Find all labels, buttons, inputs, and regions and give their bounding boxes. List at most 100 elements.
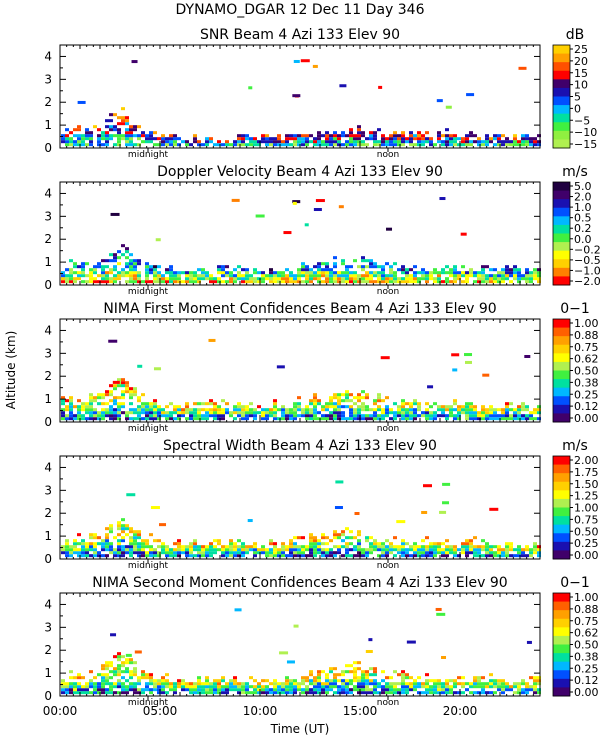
echo-cell [353, 140, 357, 144]
echo-cell [245, 271, 249, 275]
echo-cell [493, 682, 497, 686]
echo-cell [313, 143, 317, 147]
echo-cell [305, 417, 309, 421]
echo-cell [485, 685, 489, 689]
echo-cell [493, 411, 497, 415]
echo-cell [89, 414, 93, 418]
echo-cell [245, 277, 249, 281]
echo-cell [341, 545, 345, 549]
echo-cell [449, 137, 453, 141]
echo-cell [117, 551, 121, 555]
echo-cell [101, 271, 105, 275]
echo-cell [453, 691, 457, 695]
colorbar-tick-label: 2.00 [574, 454, 599, 467]
echo-cell [253, 277, 257, 281]
echo-cell [81, 143, 85, 147]
echo-cell [513, 137, 517, 141]
echo-cell [461, 280, 465, 284]
echo-cell [149, 554, 153, 558]
colorbar-units: 0−1 [560, 575, 590, 591]
echo-cell [277, 685, 281, 689]
echo-cell [301, 676, 305, 680]
echo-cell [321, 140, 325, 144]
echo-cell [405, 548, 409, 552]
echo-cell [429, 545, 433, 549]
echo-cell [261, 411, 265, 415]
echo-cell [445, 128, 449, 132]
echo-cell [165, 137, 169, 141]
echo-cell [133, 271, 137, 275]
echo-cell [269, 268, 273, 272]
echo-cell [317, 399, 321, 403]
y-tick-label: 0 [44, 278, 52, 292]
echo-cell [433, 548, 437, 552]
echo-cell [317, 670, 321, 674]
echo-cell [185, 280, 189, 284]
echo-cell [369, 274, 373, 278]
echo-cell [517, 405, 521, 409]
echo-cell [365, 679, 369, 683]
colorbar-tick-label: 1.00 [574, 502, 599, 515]
echo-cell [161, 551, 165, 555]
echo-cell [485, 265, 489, 269]
colorbar-swatch [553, 319, 570, 329]
echo-cell [441, 542, 445, 546]
colorbar-swatch [553, 182, 570, 192]
echo-cell [201, 682, 205, 686]
colorbar-swatch [553, 653, 570, 663]
echo-cell [269, 271, 273, 275]
echo-cell [73, 262, 77, 266]
echo-cell [269, 277, 273, 281]
echo-cell [249, 691, 253, 695]
echo-cell [409, 268, 413, 272]
echo-cell [249, 685, 253, 689]
echo-cell [445, 140, 449, 144]
echo-cell [437, 131, 441, 135]
echo-cell [353, 271, 357, 275]
echo-cell [229, 414, 233, 418]
echo-cell [365, 405, 369, 409]
echo-cell [349, 682, 353, 686]
echo-cell [237, 265, 241, 269]
echo-cell [217, 143, 221, 147]
echo-cell [145, 280, 149, 284]
echo-cell [485, 542, 489, 546]
echo-cell [361, 265, 365, 269]
echo-cell [373, 673, 377, 677]
echo-cell [109, 664, 113, 668]
echo-cell [429, 271, 433, 275]
echo-cell [461, 140, 465, 144]
echo-cell [197, 402, 201, 406]
echo-cell [357, 542, 361, 546]
echo-cell [337, 411, 341, 415]
echo-cell [157, 277, 161, 281]
echo-cell [353, 411, 357, 415]
echo-cell [349, 542, 353, 546]
echo-cell [145, 554, 149, 558]
echo-cell [393, 536, 397, 540]
echo-cell [413, 417, 417, 421]
echo-cell [292, 201, 297, 205]
echo-cell [285, 140, 289, 144]
echo-cell [97, 280, 101, 284]
echo-cell [396, 520, 406, 524]
echo-cell [205, 691, 209, 695]
echo-cell [477, 682, 481, 686]
echo-cell [65, 539, 69, 543]
echo-cell [229, 688, 233, 692]
echo-cell [489, 685, 493, 689]
echo-cell [233, 417, 237, 421]
echo-cell [425, 274, 429, 278]
echo-cell [341, 554, 345, 558]
echo-cell [393, 682, 397, 686]
colorbar-swatch [553, 62, 570, 72]
echo-cell [61, 134, 65, 138]
echo-cell [149, 688, 153, 692]
echo-cell [109, 685, 113, 689]
echo-cell [185, 548, 189, 552]
echo-cell [229, 277, 233, 281]
echo-cell [321, 405, 325, 409]
echo-cell [93, 280, 97, 284]
echo-cell [279, 651, 289, 655]
echo-cell [437, 405, 441, 409]
